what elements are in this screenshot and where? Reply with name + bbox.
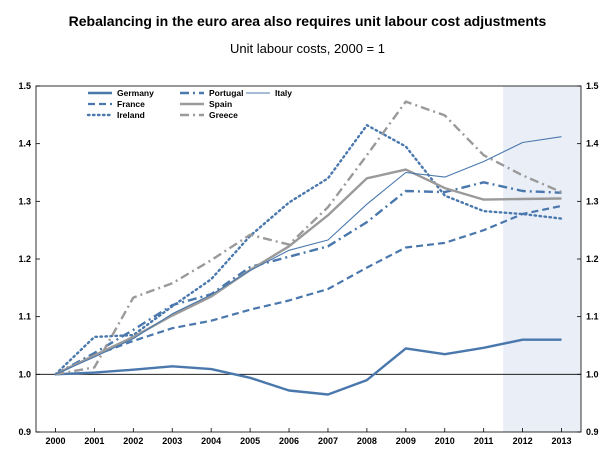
series-line-germany <box>56 340 562 395</box>
x-tick-label: 2007 <box>318 436 338 446</box>
legend-label-france: France <box>117 99 145 109</box>
plot-frame <box>36 86 581 432</box>
y-tick-label-left: 1.1 <box>18 312 31 322</box>
y-tick-label-right: 1.3 <box>586 196 599 206</box>
series-line-spain <box>56 170 562 375</box>
x-tick-label: 2008 <box>357 436 377 446</box>
x-tick-label: 2000 <box>45 436 65 446</box>
x-tick-label: 2006 <box>279 436 299 446</box>
y-tick-label-left: 0.9 <box>18 427 31 437</box>
x-tick-label: 2012 <box>513 436 533 446</box>
legend-label-ireland: Ireland <box>117 110 145 120</box>
y-tick-label-right: 1.0 <box>586 369 599 379</box>
y-tick-label-right: 1.5 <box>586 81 599 91</box>
y-tick-label-right: 0.9 <box>586 427 599 437</box>
line-chart: 0.9 0.9 1.0 1.0 1.1 1.1 1.2 1.2 1.3 1.3 1.4 1.4 1.5 1… <box>0 0 615 461</box>
legend-label-italy: Italy <box>275 88 292 98</box>
y-tick-label-left: 1.0 <box>18 369 31 379</box>
y-tick-label-left: 1.3 <box>18 196 31 206</box>
y-tick-label-left: 1.5 <box>18 81 31 91</box>
x-tick-label: 2009 <box>396 436 416 446</box>
y-tick-label-left: 1.2 <box>18 254 31 264</box>
legend-label-portugal: Portugal <box>209 88 243 98</box>
legend-label-spain: Spain <box>209 99 232 109</box>
x-tick-label: 2010 <box>435 436 455 446</box>
shaded-forecast-region <box>503 86 581 432</box>
y-tick-label-left: 1.4 <box>18 139 31 149</box>
x-tick-label: 2011 <box>474 436 494 446</box>
x-tick-label: 2005 <box>240 436 260 446</box>
series-line-greece <box>56 102 562 375</box>
y-tick-label-right: 1.2 <box>586 254 599 264</box>
legend-label-germany: Germany <box>117 88 154 98</box>
legend-label-greece: Greece <box>209 110 238 120</box>
x-tick-label: 2002 <box>123 436 143 446</box>
y-tick-label-right: 1.4 <box>586 139 599 149</box>
x-tick-label: 2003 <box>162 436 182 446</box>
x-tick-label: 2013 <box>552 436 572 446</box>
y-tick-label-right: 1.1 <box>586 312 599 322</box>
x-tick-label: 2001 <box>84 436 104 446</box>
x-tick-label: 2004 <box>201 436 221 446</box>
